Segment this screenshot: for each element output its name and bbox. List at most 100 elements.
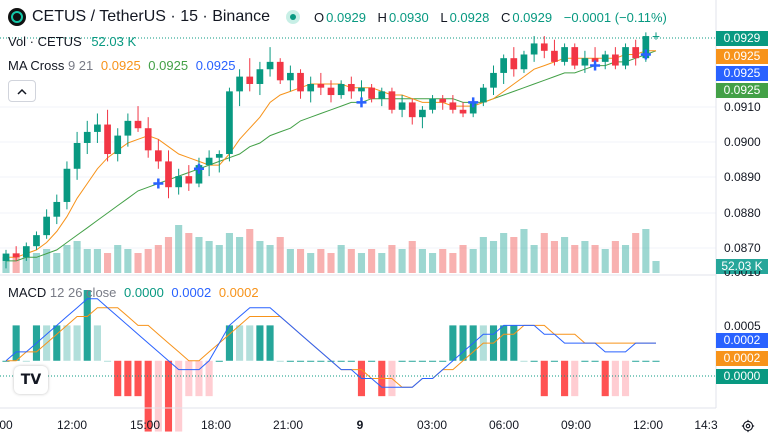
volume-bar <box>347 249 355 273</box>
time-tick: 09:00 <box>560 418 592 432</box>
macd-histogram-bar <box>236 325 244 361</box>
macd-histogram-bar <box>53 325 61 361</box>
volume-bar <box>266 245 274 273</box>
volume-bar <box>479 237 487 273</box>
macd-histogram-bar <box>185 360 193 397</box>
cetus-logo-icon <box>8 8 26 26</box>
settings-gear-icon[interactable] <box>741 419 755 433</box>
candle-body <box>388 91 396 110</box>
macd-histogram-bar <box>215 360 223 362</box>
volume-bar <box>83 249 91 273</box>
volume-bar <box>215 245 223 273</box>
macd-histogram-bar <box>530 360 538 362</box>
candle-body <box>297 72 304 92</box>
candle-body <box>490 72 497 88</box>
volume-bar <box>276 237 284 273</box>
time-tick: 12:00 <box>632 418 664 432</box>
price-tick-cut: 0.0010 <box>724 271 761 278</box>
volume-bar <box>368 249 376 273</box>
volume-bar <box>296 249 305 273</box>
candle-body <box>73 142 81 169</box>
volume-bar <box>621 245 630 273</box>
candle-body <box>429 98 436 110</box>
volume-bar <box>510 237 518 273</box>
candle-body <box>601 54 609 62</box>
time-tick-day: 9 <box>356 418 364 432</box>
macd-histogram-bar <box>642 360 650 362</box>
market-open-icon <box>286 10 301 24</box>
volume-bar <box>388 245 396 273</box>
macd-line <box>5 298 656 388</box>
price-tick: 0.0910 <box>724 100 761 114</box>
ma-cross-label: MA Cross <box>8 58 65 73</box>
open-value: 0.0929 <box>326 9 366 25</box>
volume-bar <box>489 241 498 273</box>
low-value: 0.0928 <box>449 9 490 25</box>
collapse-legend-button[interactable] <box>8 80 36 102</box>
volume-bar <box>114 245 122 273</box>
volume-bar <box>571 245 579 273</box>
candle-body <box>571 47 579 66</box>
price-tick: 0.0890 <box>724 170 761 184</box>
candle-body <box>510 58 518 70</box>
ma-cross-params: 9 21 <box>67 58 94 73</box>
ma-cross-legend[interactable]: MA Cross 9 21 0.0925 0.0925 0.0925 <box>8 58 235 73</box>
candle-body <box>449 102 457 110</box>
macd-histogram-bar <box>510 325 518 361</box>
volume-bar <box>439 249 447 273</box>
ma-fast-tag: 0.0925 <box>716 49 768 64</box>
candle-body <box>317 83 325 88</box>
tradingview-logo-icon[interactable]: TV <box>14 366 48 394</box>
candle-body <box>246 76 254 84</box>
candle-body <box>114 135 122 155</box>
candle-body <box>215 154 223 158</box>
macd-histogram-bar <box>205 360 213 397</box>
candle-body <box>154 150 162 162</box>
last-price-tag: 0.0929 <box>716 31 768 46</box>
candle-body <box>632 47 640 59</box>
macd-histogram-bar <box>114 360 122 397</box>
cross-marker-icon <box>193 163 204 174</box>
macd-histogram-bar <box>286 360 294 362</box>
candle-body <box>581 58 589 66</box>
price-tick: 0.0870 <box>724 241 761 255</box>
candle-body <box>479 87 487 103</box>
macd-histogram-bar <box>561 360 569 397</box>
candle-body <box>33 235 40 247</box>
candle-body <box>175 176 183 188</box>
cross-marker-icon <box>468 97 479 108</box>
price-tick: 0.0900 <box>724 135 761 149</box>
macd-histogram-bar <box>439 360 447 362</box>
time-tick: 15:00 <box>129 418 161 432</box>
candle-body <box>439 98 447 103</box>
macd-hist-tag: 0.0000 <box>716 369 768 384</box>
macd-tick: 0.0005 <box>724 319 761 333</box>
volume-bar <box>225 233 233 273</box>
time-tick: 03:00 <box>416 418 448 432</box>
volume-bar <box>611 241 619 273</box>
symbol-title[interactable]: CETUS / TetherUS · 15 · Binance <box>32 8 271 25</box>
macd-histogram-bar <box>398 360 406 362</box>
candle-body <box>256 69 264 84</box>
volume-bar <box>236 237 244 273</box>
macd-histogram-bar <box>540 360 548 397</box>
time-tick: 18:00 <box>200 418 232 432</box>
volume-legend[interactable]: Vol · CETUS 52.03 K <box>8 34 136 49</box>
candle-body <box>378 91 386 99</box>
candle-body <box>94 124 101 132</box>
cross-marker-icon <box>640 49 651 60</box>
macd-histogram-bar <box>337 360 345 362</box>
volume-bar <box>357 253 366 273</box>
macd-params: 12 26 close <box>49 285 117 300</box>
volume-bar <box>591 245 599 273</box>
candle-body <box>561 47 568 62</box>
volume-bar <box>22 257 30 273</box>
macd-histogram-bar <box>368 360 376 362</box>
macd-legend[interactable]: MACD 12 26 close 0.0000 0.0002 0.0002 <box>8 285 259 300</box>
ma-cross-tag: 0.0925 <box>716 66 768 81</box>
macd-histogram-bar <box>459 325 467 361</box>
candle-body <box>500 58 508 73</box>
macd-histogram-bar <box>601 360 609 397</box>
macd-histogram-bar <box>652 360 660 362</box>
